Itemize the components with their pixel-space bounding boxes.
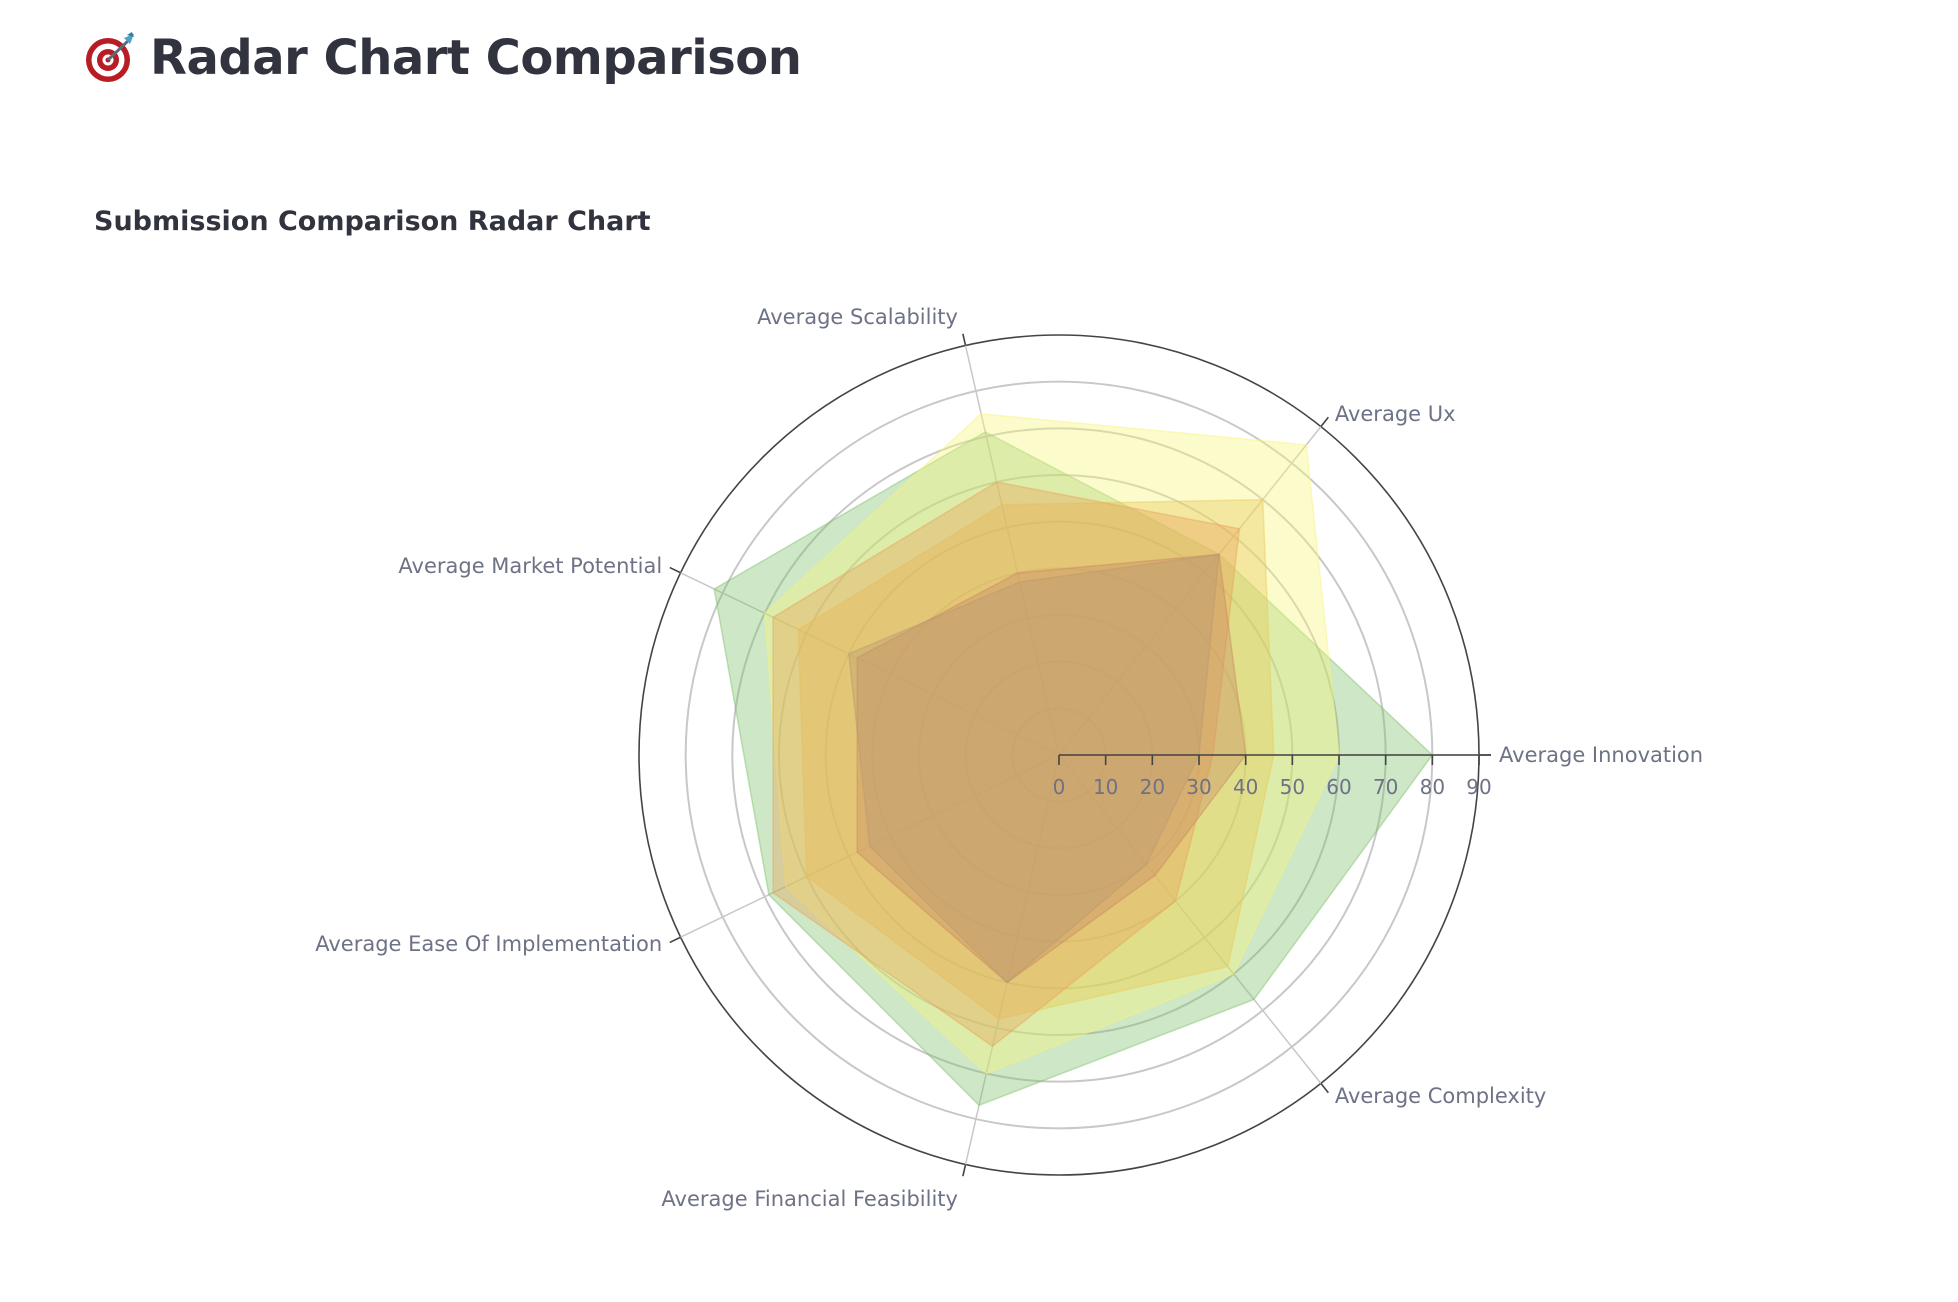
axis-spoke bbox=[680, 572, 1060, 756]
axis-spoke bbox=[680, 754, 1060, 938]
axis-end-tick bbox=[669, 936, 681, 944]
series-area-1 bbox=[713, 431, 1434, 1107]
axis-label: Average Ux bbox=[1335, 402, 1456, 426]
radial-tick-label: 40 bbox=[1233, 775, 1258, 799]
page-title: Radar Chart Comparison bbox=[150, 30, 802, 86]
axis-label: Average Market Potential bbox=[398, 554, 662, 578]
axis-label: Average Complexity bbox=[1335, 1084, 1547, 1108]
radial-tick-label: 50 bbox=[1280, 775, 1305, 799]
series-area-3 bbox=[797, 498, 1275, 1020]
series-area-5 bbox=[856, 553, 1247, 984]
radial-tick-label: 80 bbox=[1420, 775, 1445, 799]
radial-tick-label: 10 bbox=[1093, 775, 1118, 799]
axis-end-tick bbox=[669, 566, 681, 574]
axis-end-tick bbox=[1320, 416, 1329, 428]
series-area-2 bbox=[763, 413, 1340, 1075]
radial-tick-label: 30 bbox=[1186, 775, 1211, 799]
axis-spoke bbox=[964, 345, 1060, 756]
radial-tick-label: 60 bbox=[1326, 775, 1351, 799]
radial-tick-label: 90 bbox=[1466, 775, 1491, 799]
axis-label: Average Scalability bbox=[757, 305, 958, 329]
axis-spoke bbox=[1058, 754, 1322, 1084]
series-area-6 bbox=[847, 553, 1220, 984]
series-area-4 bbox=[772, 481, 1241, 1048]
chart-title: Submission Comparison Radar Chart bbox=[94, 206, 651, 237]
radial-tick-label: 70 bbox=[1373, 775, 1398, 799]
axis-label: Average Innovation bbox=[1499, 743, 1703, 767]
axis-end-tick bbox=[962, 333, 967, 346]
radial-tick-label: 20 bbox=[1140, 775, 1165, 799]
axis-end-tick bbox=[1320, 1082, 1329, 1094]
axis-end-tick bbox=[962, 1164, 967, 1177]
axis-spoke bbox=[1058, 426, 1322, 756]
target-icon bbox=[86, 32, 134, 82]
axis-spoke bbox=[964, 754, 1060, 1165]
axis-label: Average Financial Feasibility bbox=[661, 1187, 958, 1211]
page-header: Radar Chart Comparison bbox=[84, 30, 802, 86]
axis-label: Average Ease Of Implementation bbox=[315, 932, 662, 956]
radial-tick-label: 0 bbox=[1053, 775, 1066, 799]
